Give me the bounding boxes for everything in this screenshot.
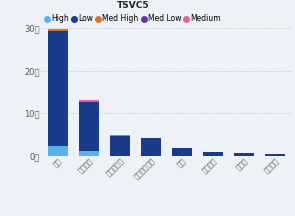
Bar <box>48 146 68 156</box>
Bar <box>79 101 99 102</box>
Bar <box>234 153 254 156</box>
Bar <box>79 102 99 151</box>
Bar <box>172 148 192 156</box>
Bar <box>110 135 130 136</box>
Bar <box>48 29 68 30</box>
Legend: High, Low, Med High, Med Low, Medium: High, Low, Med High, Med Low, Medium <box>45 1 221 23</box>
Bar <box>48 32 68 146</box>
Bar <box>141 138 161 156</box>
Bar <box>110 136 130 156</box>
Bar <box>265 154 285 156</box>
Bar <box>79 151 99 156</box>
Bar <box>79 100 99 101</box>
Bar <box>48 30 68 32</box>
Bar <box>203 152 223 156</box>
